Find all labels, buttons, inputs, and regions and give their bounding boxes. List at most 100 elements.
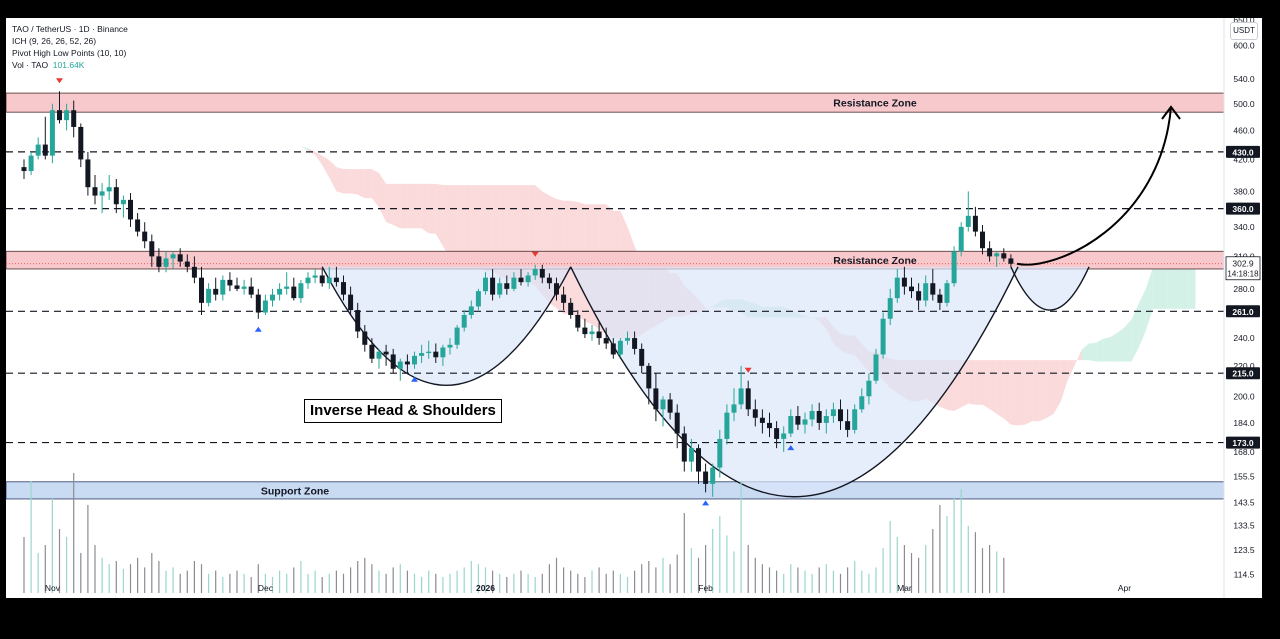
volume-bar — [215, 570, 217, 593]
candle-body — [241, 286, 247, 289]
volume-bar — [719, 516, 721, 593]
cloud-segment — [1032, 360, 1040, 422]
candle — [177, 248, 183, 267]
candle-body — [497, 283, 503, 295]
candle — [561, 286, 567, 311]
x-tick-label: Dec — [258, 583, 274, 593]
candle — [461, 310, 467, 332]
y-tick-label: 340.0 — [1233, 222, 1255, 232]
volume-bar — [960, 489, 962, 593]
candle-body — [916, 291, 922, 301]
volume-bar — [492, 570, 494, 593]
candle-body — [305, 277, 311, 284]
volume-bar — [413, 573, 416, 593]
volume-bar — [378, 570, 380, 593]
candle-body — [681, 433, 687, 462]
candle-body — [191, 266, 197, 278]
candle — [610, 338, 616, 359]
legend-volume-label[interactable]: Vol · TAO — [12, 60, 49, 70]
candle-body — [923, 283, 929, 301]
candle-body — [433, 351, 439, 358]
level-label-box — [1226, 202, 1260, 215]
candle-body — [369, 344, 375, 359]
candle — [965, 191, 971, 232]
cloud-segment — [450, 185, 458, 266]
volume-bar — [115, 561, 117, 593]
volume-bar — [563, 567, 565, 593]
volume-bar — [371, 564, 373, 593]
candle — [376, 348, 382, 369]
candle-body — [546, 277, 552, 284]
candle-body — [362, 331, 368, 345]
candle-body — [376, 351, 382, 359]
legend-ichimoku[interactable]: ICH (9, 26, 26, 52, 26) — [12, 36, 97, 46]
candle-body — [99, 191, 105, 196]
volume-bar — [129, 564, 132, 593]
volume-bar — [158, 561, 160, 593]
candle-body — [859, 396, 865, 410]
volume-bar — [740, 481, 742, 593]
candle — [987, 241, 993, 262]
candle — [852, 404, 858, 434]
candle-body — [767, 422, 772, 429]
level-label-box — [1226, 305, 1260, 318]
cloud-segment — [1103, 337, 1111, 362]
y-tick-label: 500.0 — [1233, 99, 1255, 109]
y-tick-label: 123.5 — [1233, 545, 1255, 555]
candle — [362, 325, 368, 352]
candle — [170, 251, 176, 269]
volume-bar — [421, 577, 423, 593]
candle — [475, 288, 481, 311]
volume-bar — [527, 573, 529, 593]
volume-bar — [30, 481, 32, 593]
currency-button[interactable]: USDT — [1230, 22, 1258, 40]
volume-bar — [832, 570, 834, 593]
cloud-segment — [229, 139, 237, 147]
pattern-curve — [1010, 266, 1090, 311]
level-label: 360.0 — [1232, 204, 1254, 214]
candle — [532, 264, 538, 280]
volume-bar — [690, 548, 692, 593]
volume-bar — [58, 529, 61, 593]
cloud-segment — [1025, 360, 1033, 425]
volume-bar — [847, 567, 849, 593]
legend-pivots[interactable]: Pivot High Low Points (10, 10) — [12, 48, 127, 58]
candle-body — [227, 279, 233, 286]
candle-body — [142, 231, 148, 242]
candle — [582, 318, 588, 339]
candle-body — [930, 283, 936, 295]
legend-symbol[interactable]: TAO / TetherUS · 1D · Binance — [12, 24, 128, 34]
y-tick-label: 168.0 — [1233, 447, 1255, 457]
volume-bar — [697, 557, 700, 593]
cloud-segment — [1145, 267, 1153, 331]
candle — [774, 421, 780, 449]
volume-bar — [726, 535, 728, 593]
volume-bar — [357, 561, 359, 593]
candle — [213, 277, 219, 301]
volume-bar — [23, 537, 25, 593]
cloud-segment — [982, 360, 990, 409]
volume-bar — [520, 570, 522, 593]
cloud-segment — [1160, 267, 1168, 309]
candle — [156, 248, 162, 273]
volume-bar — [250, 577, 252, 593]
candle-body — [92, 187, 98, 196]
volume-bar — [996, 551, 998, 593]
candle — [191, 256, 197, 284]
level-label-box — [1226, 145, 1260, 158]
cloud-segment — [975, 360, 983, 405]
y-tick-label: 240.0 — [1233, 333, 1255, 343]
volume-bar — [293, 567, 295, 593]
candle-body — [348, 294, 354, 311]
candle-body — [674, 412, 680, 434]
cloud-segment — [208, 165, 216, 170]
cloud-segment — [279, 142, 287, 147]
candle-body — [852, 409, 858, 430]
volume-bar — [428, 570, 430, 593]
candle — [667, 393, 673, 420]
volume-bar — [910, 553, 913, 593]
candle — [525, 272, 531, 287]
candle — [809, 404, 815, 427]
candle — [319, 268, 325, 287]
price-chart[interactable]: Resistance Zone Resistance Zone Support Zo… — [6, 18, 1262, 598]
